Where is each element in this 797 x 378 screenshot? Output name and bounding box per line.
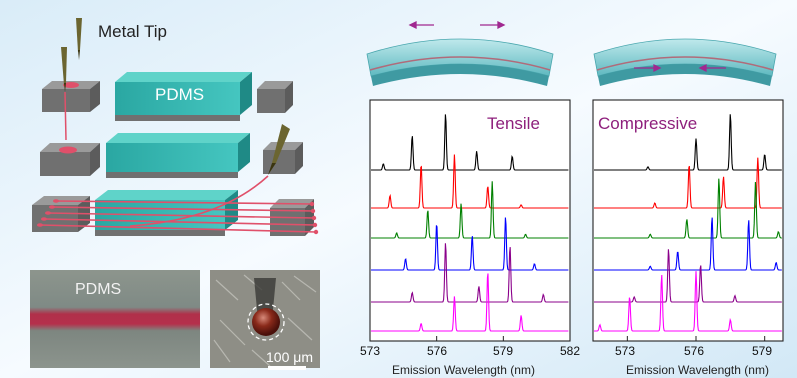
spectrum-curve (594, 271, 782, 332)
compressive-label: Compressive (598, 114, 698, 133)
compressive-arrows (634, 63, 726, 73)
compressive-spectra (594, 114, 782, 341)
pdms-micrograph (30, 270, 200, 368)
metal-tip (76, 18, 82, 60)
tensile-spectra (369, 114, 571, 341)
spectrum-curve (594, 114, 782, 171)
x-axis-label: Emission Wavelength (nm) (626, 363, 769, 377)
substrate-pad (40, 143, 100, 176)
metal-tip-label: Metal Tip (98, 22, 167, 41)
metal-tip (61, 47, 67, 141)
x-tick-label: 579 (492, 344, 514, 358)
tensile-label: Tensile (487, 114, 540, 133)
tensile-strip (366, 38, 554, 86)
tensile-plot-area (369, 99, 571, 342)
spectrum-curve (371, 154, 569, 209)
fabrication-schematic (30, 18, 320, 370)
x-tick-label: 573 (359, 344, 381, 358)
substrate-pad (42, 81, 100, 112)
spectrum-curve (371, 181, 569, 239)
pdms-block (115, 72, 252, 121)
spectrum-curve (371, 114, 569, 171)
spectrum-curve (594, 249, 782, 303)
spectrum-curve (371, 243, 569, 303)
microsphere (252, 308, 280, 336)
compressive-strip (593, 38, 777, 86)
drawing-fiber (129, 175, 269, 227)
x-tick-label: 582 (559, 344, 581, 358)
scale-bar-label: 100 μm (266, 349, 313, 365)
scale-bar (268, 366, 306, 370)
x-axis-label: Emission Wavelength (nm) (392, 363, 535, 377)
pdms-block-label: PDMS (155, 85, 205, 104)
x-tick-label: 579 (751, 344, 773, 358)
bead-texture (213, 274, 317, 367)
spectrum-curve (371, 273, 569, 332)
microsphere-outline (247, 303, 285, 341)
x-tick-label: 576 (426, 344, 448, 358)
x-tick-label: 573 (614, 344, 636, 358)
pdms-photo-label: PDMS (75, 281, 122, 298)
tensile-arrows (408, 20, 506, 30)
substrate-pad (263, 142, 303, 174)
spectrum-curve (594, 157, 782, 209)
fiber-droplets (37, 199, 319, 235)
substrate-pad (257, 81, 293, 113)
spectrum-curve (594, 178, 782, 239)
x-tick-label: 576 (683, 344, 705, 358)
polymer-fibers (39, 200, 317, 233)
pdms-block (106, 133, 250, 178)
spectrum-curve (594, 217, 782, 271)
substrate-pad (270, 199, 314, 236)
compressive-plot-area (592, 99, 784, 342)
metal-tip (268, 124, 290, 175)
spectrum-curve (371, 217, 569, 271)
